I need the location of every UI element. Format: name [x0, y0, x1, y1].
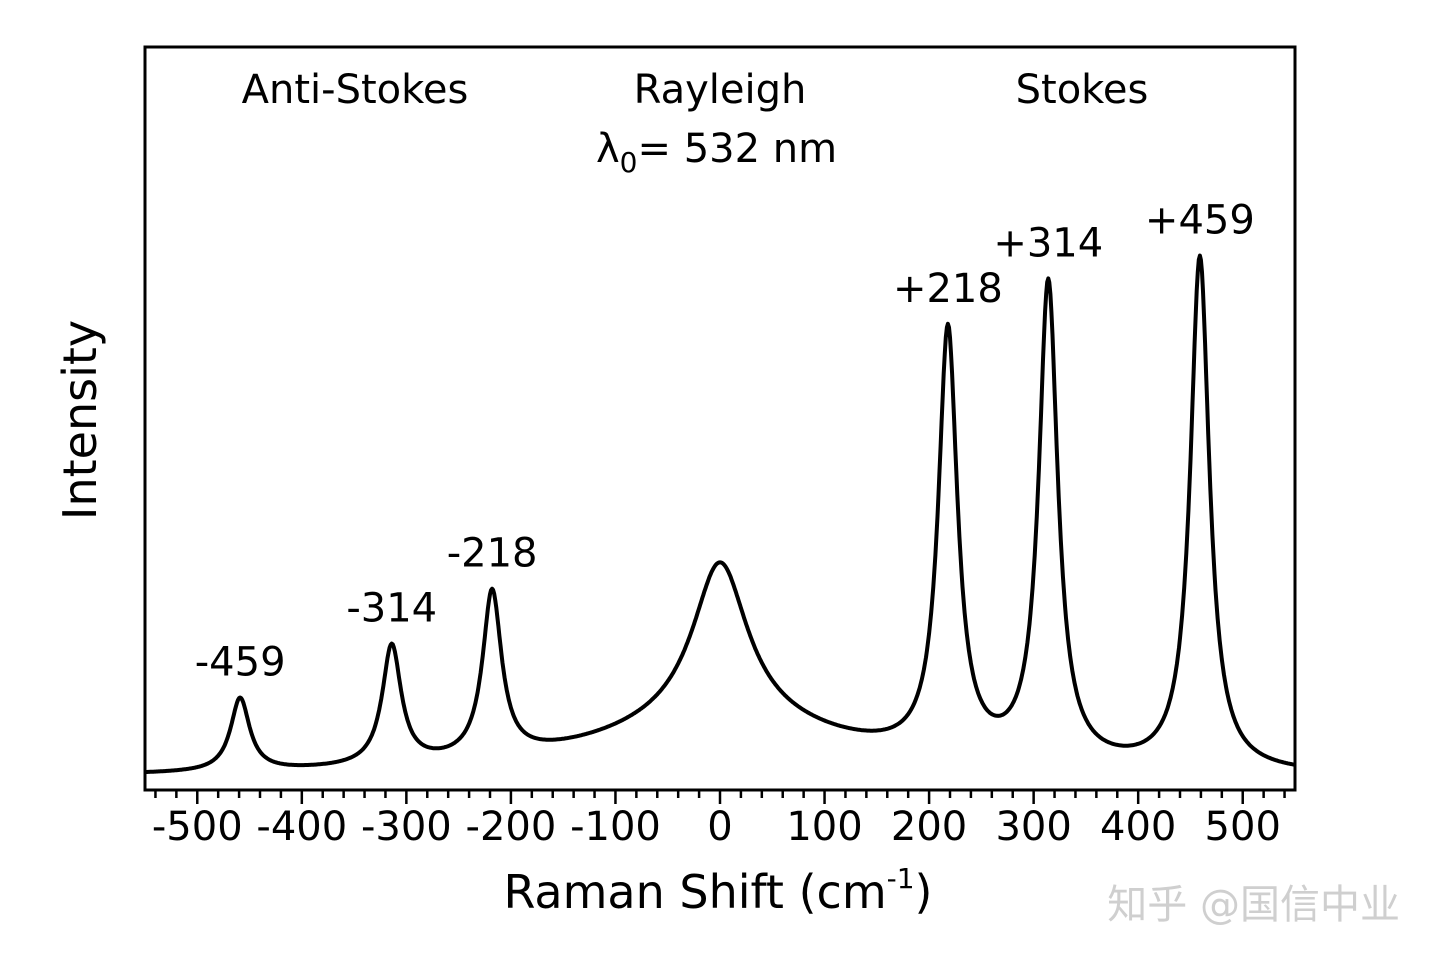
spectrum-line: [144, 253, 1296, 774]
anti-stokes-label: Anti-Stokes: [242, 67, 469, 113]
lambda-symbol: λ: [596, 126, 620, 172]
rayleigh-wavelength: λ0= 532 nm: [596, 126, 837, 179]
x-tick-label: -500: [152, 804, 243, 850]
x-tick-label: 500: [1205, 804, 1281, 850]
x-tick-label: 300: [995, 804, 1071, 850]
x-tick-label: 100: [786, 804, 862, 850]
x-tick-label: 400: [1100, 804, 1176, 850]
x-tick-label: -200: [466, 804, 557, 850]
x-axis-ticks: [154, 790, 1286, 804]
x-axis-title: Raman Shift (cm-1): [503, 862, 932, 919]
rayleigh-label: Rayleigh: [634, 67, 807, 113]
peak-label: -459: [195, 640, 286, 686]
peak-label: +218: [893, 266, 1003, 312]
y-axis-title: Intensity: [53, 320, 107, 520]
x-axis-tick-labels: -500 -400 -300 -200 -100 0 100 200 300 400 500: [152, 804, 1281, 850]
lambda-subscript: 0: [620, 146, 638, 179]
peak-labels: -459 -314-218 +218+314 +459: [195, 198, 1255, 686]
x-tick-label: -100: [570, 804, 661, 850]
stokes-label: Stokes: [1016, 67, 1149, 113]
x-axis-title-tail: ): [915, 865, 933, 919]
watermark-text: 知乎 @国信中业: [1107, 882, 1400, 928]
peak-label: -218: [447, 531, 538, 577]
peak-label: -314: [346, 586, 437, 632]
wavelength-value: = 532 nm: [638, 126, 838, 172]
x-tick-label: 200: [891, 804, 967, 850]
x-tick-label: -300: [361, 804, 452, 850]
x-axis-title-superscript: -1: [887, 862, 915, 895]
x-tick-label: 0: [707, 804, 732, 850]
peak-label: +314: [993, 220, 1103, 266]
x-tick-label: -400: [256, 804, 347, 850]
peak-label: +459: [1145, 198, 1255, 244]
x-axis-title-main: Raman Shift (cm: [503, 865, 886, 919]
